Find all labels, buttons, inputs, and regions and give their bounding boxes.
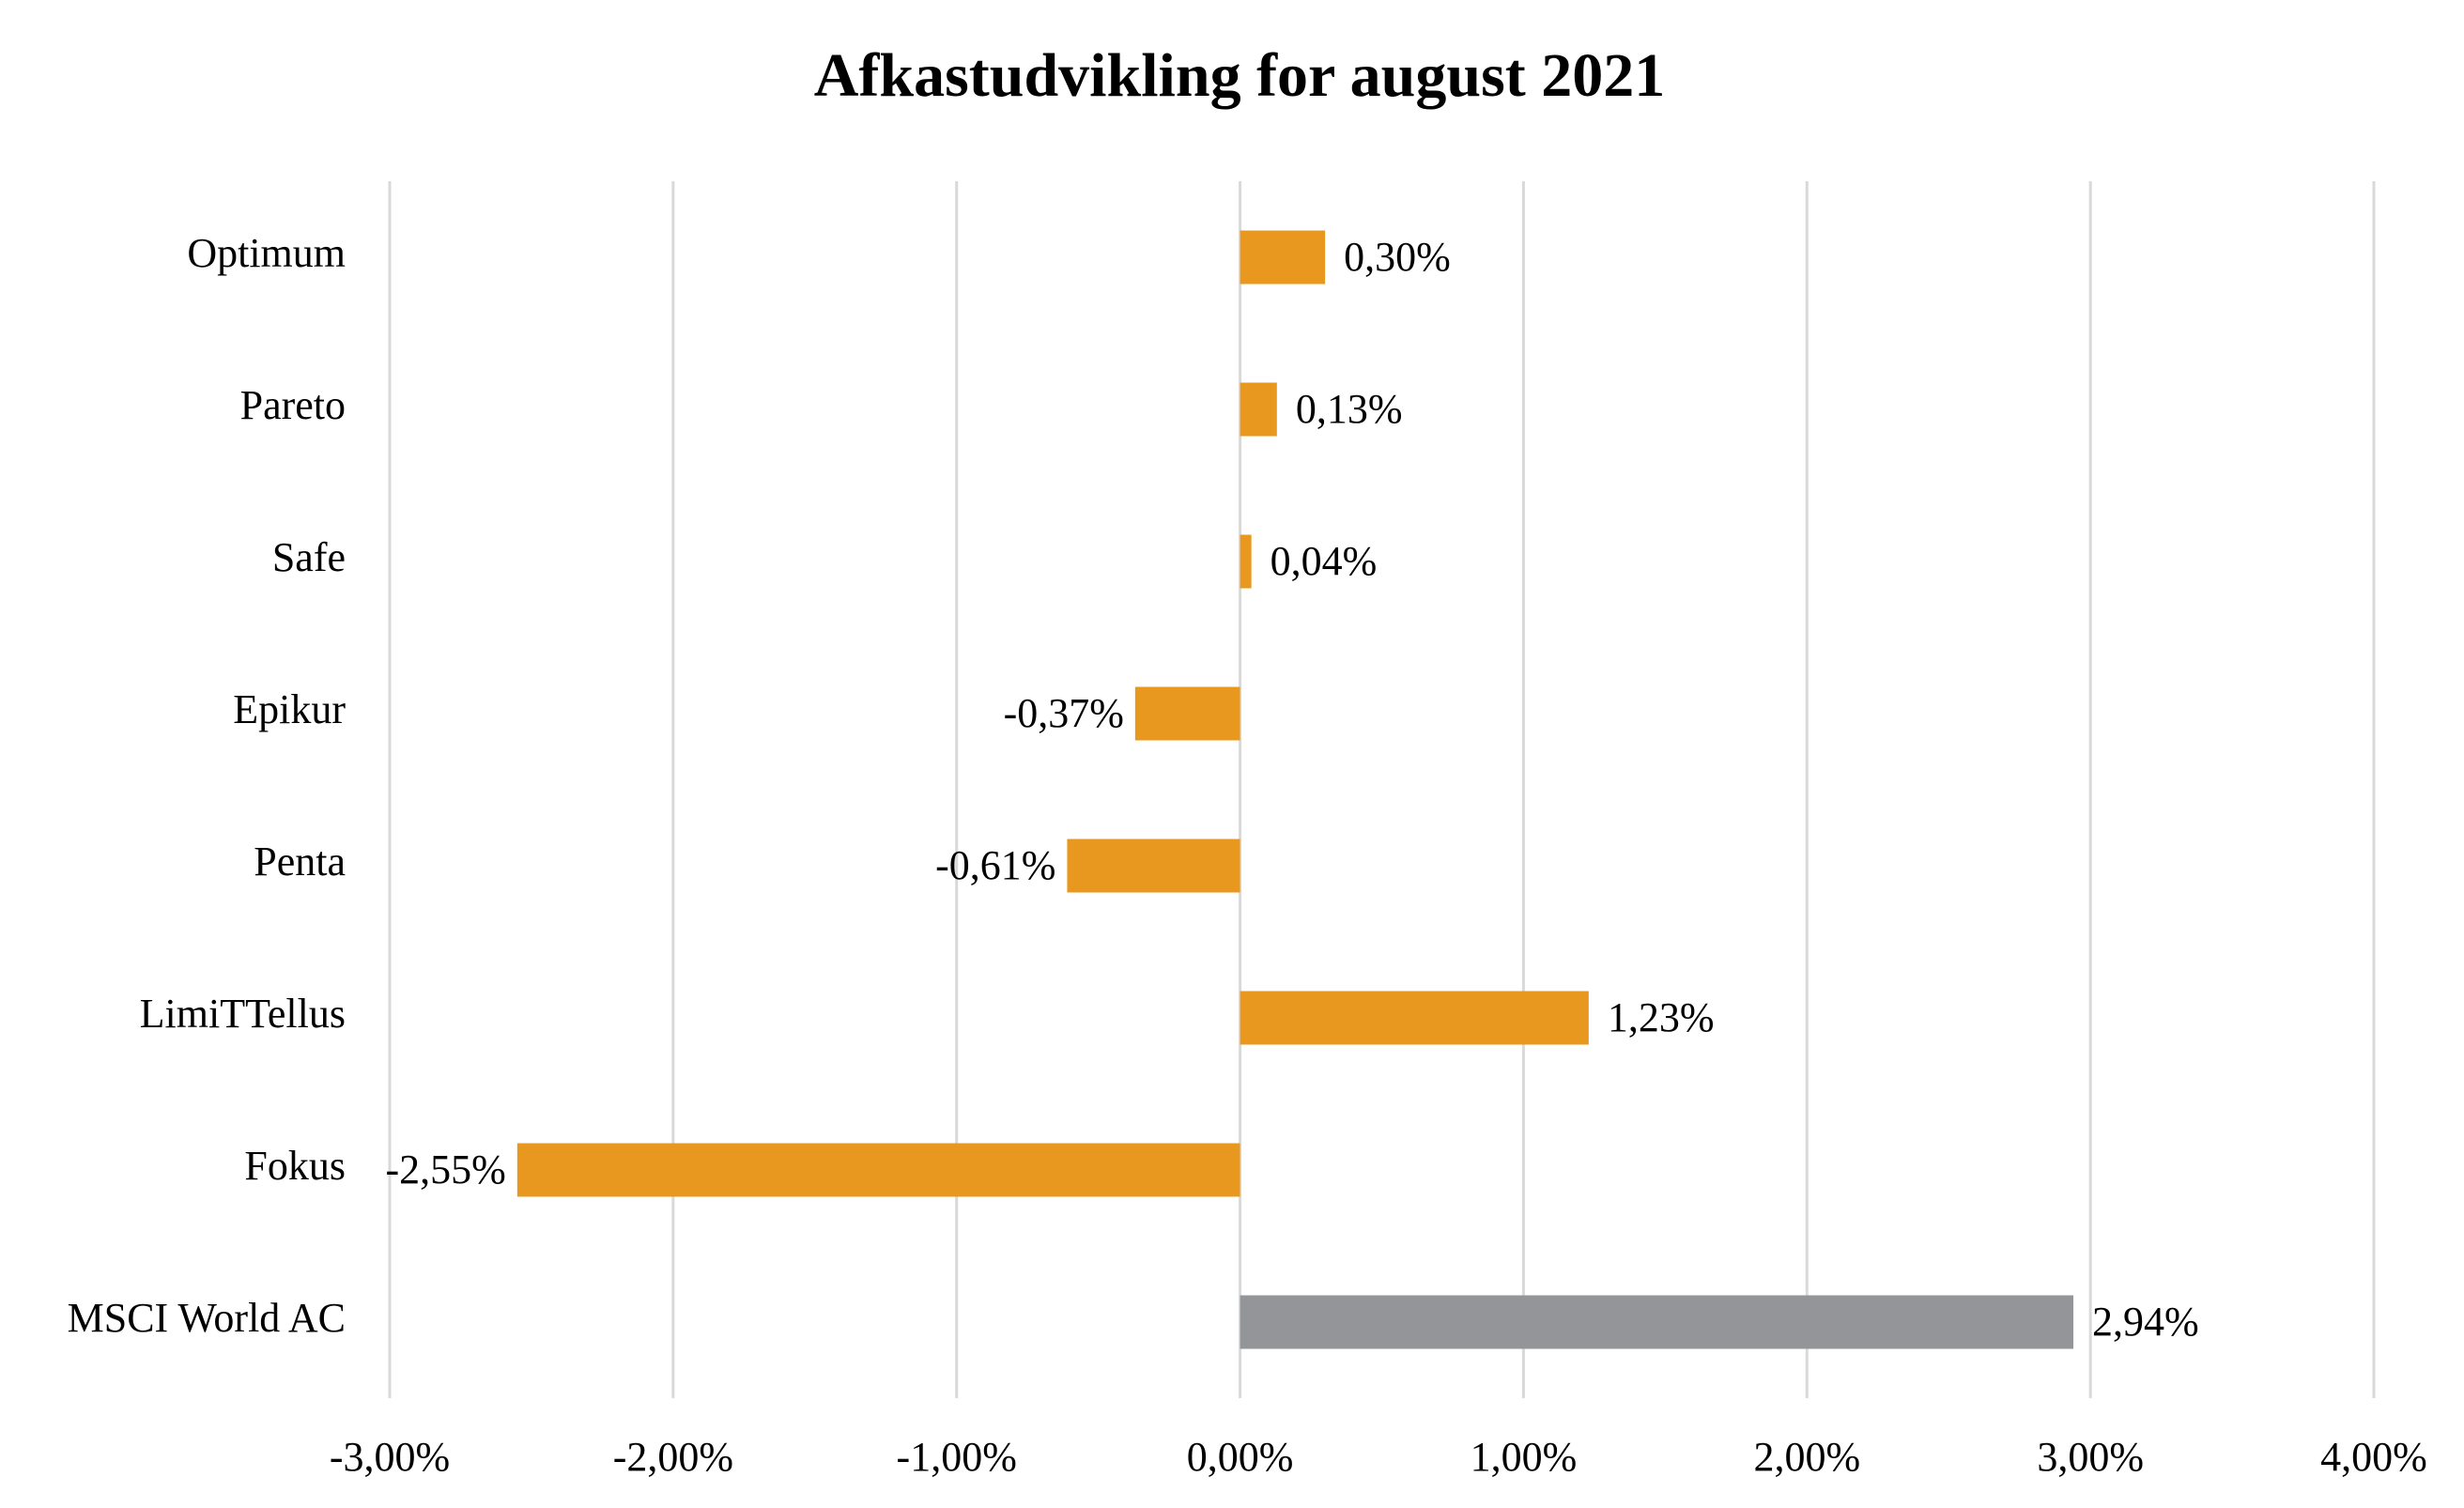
- value-label: 0,13%: [1296, 386, 1403, 432]
- value-label: -0,61%: [935, 842, 1055, 888]
- bar: [1240, 382, 1277, 437]
- x-tick-label: 1,00%: [1471, 1434, 1578, 1480]
- x-tick-label: -2,00%: [613, 1434, 733, 1480]
- chart-title: Afkastudvikling for august 2021: [814, 41, 1666, 110]
- y-tick-label: MSCI World AC: [68, 1295, 346, 1341]
- x-tick-label: 4,00%: [2320, 1434, 2427, 1480]
- x-tick-label: 0,00%: [1187, 1434, 1294, 1480]
- value-label: 0,04%: [1270, 538, 1378, 584]
- bar: [1240, 1295, 2074, 1349]
- x-tick-label: 3,00%: [2037, 1434, 2144, 1480]
- bar: [1240, 534, 1252, 589]
- bar: [1134, 686, 1240, 741]
- y-tick-label: Optimum: [187, 230, 346, 276]
- bar: [1067, 839, 1240, 893]
- value-label: -0,37%: [1004, 690, 1124, 736]
- x-tick-label: -3,00%: [330, 1434, 450, 1480]
- y-tick-label: Safe: [272, 534, 346, 580]
- value-label: 2,94%: [2092, 1299, 2199, 1345]
- y-tick-label: LimiTTellus: [140, 991, 346, 1037]
- y-tick-label: Penta: [254, 839, 346, 885]
- y-tick-label: Pareto: [240, 382, 346, 428]
- value-label: 0,30%: [1344, 234, 1451, 280]
- y-tick-label: Epikur: [233, 686, 346, 732]
- value-label: 1,23%: [1608, 994, 1715, 1040]
- value-label: -2,55%: [386, 1146, 506, 1193]
- y-tick-label: Fokus: [244, 1143, 346, 1189]
- bar: [516, 1143, 1240, 1197]
- bar: [1240, 230, 1326, 285]
- bar: [1240, 991, 1589, 1045]
- x-tick-label: -1,00%: [897, 1434, 1017, 1480]
- x-tick-label: 2,00%: [1753, 1434, 1860, 1480]
